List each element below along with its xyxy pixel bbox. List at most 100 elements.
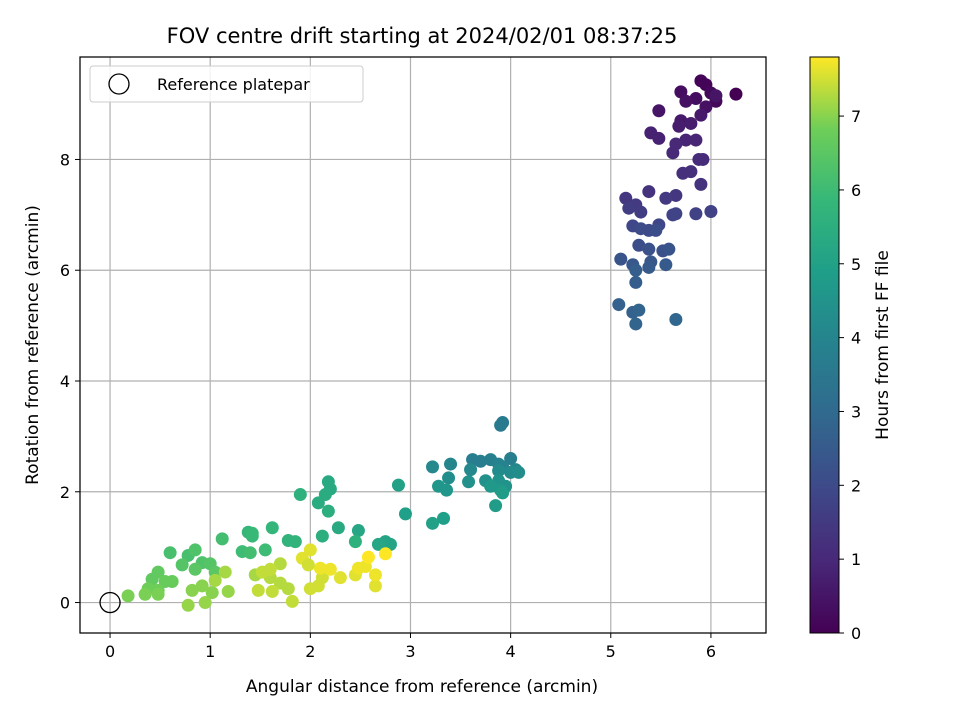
y-tick-label: 0 <box>60 594 70 613</box>
data-point <box>696 152 710 166</box>
data-point <box>704 205 718 219</box>
data-point <box>632 238 646 252</box>
colorbar-ticks: 0 1 2 3 4 5 6 7 <box>839 107 861 643</box>
colorbar-gradient <box>809 56 840 634</box>
data-point <box>729 87 743 101</box>
data-point <box>368 579 382 593</box>
y-tick-label: 6 <box>60 261 70 280</box>
data-point <box>151 587 165 601</box>
data-point <box>245 529 259 543</box>
data-point <box>331 521 345 535</box>
data-point <box>351 524 365 538</box>
chart-title: FOV centre drift starting at 2024/02/01 … <box>167 24 678 48</box>
data-point <box>243 546 257 560</box>
data-point <box>313 561 327 575</box>
data-point <box>121 589 135 603</box>
data-point <box>504 452 518 466</box>
colorbar-label: Hours from first FF file <box>873 250 893 440</box>
data-point <box>440 483 454 497</box>
data-points <box>121 74 743 612</box>
data-point <box>642 185 656 199</box>
data-point <box>333 571 347 585</box>
plot-frame <box>79 56 767 634</box>
data-point <box>285 594 299 608</box>
data-point <box>652 131 666 145</box>
data-point <box>689 92 703 106</box>
data-point <box>659 258 673 272</box>
data-point <box>642 260 656 274</box>
data-point <box>679 94 693 108</box>
legend-box <box>89 65 364 103</box>
y-axis-label: Rotation from reference (arcmin) <box>23 205 43 485</box>
y-tick-label: 4 <box>60 372 70 391</box>
data-point <box>484 479 498 493</box>
legend: Reference platepar <box>89 65 364 103</box>
data-point <box>215 532 229 546</box>
data-point <box>689 207 703 221</box>
x-tick-label: 2 <box>305 642 315 661</box>
data-point <box>265 521 279 535</box>
y-tick-label: 8 <box>60 150 70 169</box>
colorbar-tick-label: 4 <box>851 329 861 348</box>
data-point <box>163 546 177 560</box>
data-point <box>496 486 510 500</box>
data-point <box>378 547 392 561</box>
legend-label-reference: Reference platepar <box>157 75 310 94</box>
data-point <box>619 191 633 205</box>
data-point <box>466 453 480 467</box>
data-point <box>444 457 458 471</box>
data-point <box>368 568 382 582</box>
data-point <box>689 133 703 147</box>
data-point <box>265 584 279 598</box>
data-point <box>629 275 643 289</box>
x-axis-label: Angular distance from reference (arcmin) <box>246 677 598 697</box>
data-point <box>437 511 451 525</box>
data-point <box>315 529 329 543</box>
data-point <box>649 223 663 237</box>
data-point <box>494 418 508 432</box>
data-point <box>281 582 295 596</box>
x-tick-label: 6 <box>706 642 716 661</box>
data-point <box>464 463 478 477</box>
data-point <box>632 303 646 317</box>
data-point <box>679 133 693 147</box>
colorbar-tick-label: 5 <box>851 255 861 274</box>
data-point <box>258 543 272 557</box>
data-point <box>348 535 362 549</box>
data-point <box>666 146 680 160</box>
data-point <box>442 471 456 485</box>
data-point <box>492 464 506 478</box>
data-point <box>185 583 199 597</box>
data-point <box>303 543 317 557</box>
x-tick-label: 4 <box>506 642 516 661</box>
grid-lines <box>80 57 766 633</box>
data-point <box>672 119 686 133</box>
data-point <box>138 587 152 601</box>
data-point <box>652 104 666 118</box>
data-point <box>273 557 287 571</box>
data-point <box>614 252 628 266</box>
data-point <box>221 584 235 598</box>
data-point <box>629 317 643 331</box>
data-point <box>321 504 335 518</box>
colorbar-tick-label: 1 <box>851 550 861 569</box>
data-point <box>676 166 690 180</box>
data-point <box>165 574 179 588</box>
data-point <box>175 558 189 572</box>
data-point <box>426 516 440 530</box>
data-point <box>371 537 385 551</box>
data-point <box>489 499 503 513</box>
data-point <box>251 583 265 597</box>
data-point <box>351 561 365 575</box>
data-point <box>612 298 626 312</box>
x-tick-label: 0 <box>105 642 115 661</box>
data-point <box>642 242 656 256</box>
y-axis: 0 2 4 6 8 <box>60 150 80 613</box>
data-point <box>694 108 708 122</box>
data-point <box>391 478 405 492</box>
data-point <box>512 465 526 479</box>
reference-platepar-marker <box>99 591 121 614</box>
data-point <box>198 596 212 610</box>
data-point <box>662 242 676 256</box>
